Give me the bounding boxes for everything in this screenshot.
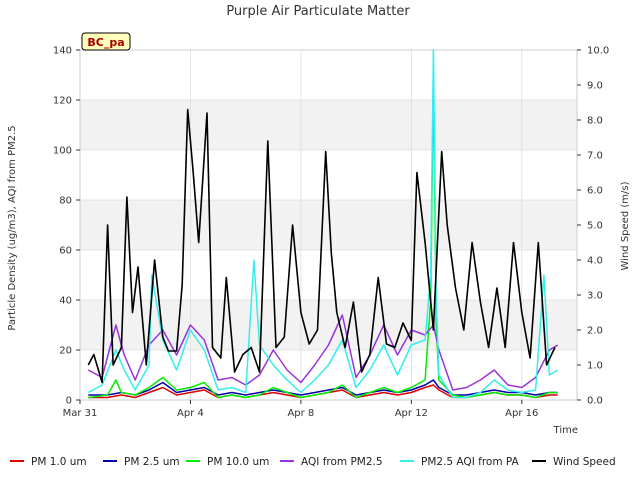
y2-tick-label: 4.0 <box>587 256 603 267</box>
site-label-box <box>81 32 131 51</box>
y2-tick-label: 8.0 <box>587 116 603 127</box>
y2-axis-label: Wind Speed (m/s) <box>620 181 631 270</box>
y-tick-label: 60 <box>59 246 72 257</box>
y2-tick-label: 7.0 <box>587 151 603 162</box>
grid-bands <box>80 100 577 350</box>
grid-band <box>80 100 577 150</box>
chart-title: Purple Air Particulate Matter <box>226 4 410 19</box>
y2-tick-label: 9.0 <box>587 81 603 92</box>
axes: 0 20 40 60 80 100 120 140 0.0 1.0 2.0 3.0 4.0 5.0 6.0 7… <box>53 46 609 420</box>
y-tick-label: 20 <box>59 346 72 357</box>
series-line-wind-speed <box>87 108 556 384</box>
y2-tick-label: 5.0 <box>587 221 603 232</box>
series-layer <box>87 49 559 399</box>
y2-tick-label: 1.0 <box>587 361 603 372</box>
legend-label: PM 2.5 um <box>124 456 180 468</box>
y-axis-label: Particle Density (ug/m3), AQI from PM2.5 <box>7 125 18 330</box>
legend-label: PM2.5 AQI from PA <box>421 456 520 468</box>
y2-tick-label: 6.0 <box>587 186 603 197</box>
legend-label: PM 1.0 um <box>31 456 87 468</box>
y-tick-label: 0 <box>66 396 72 407</box>
y-tick-label: 40 <box>59 296 72 307</box>
y2-tick-label: 2.0 <box>587 326 603 337</box>
x-axis-label: Time <box>553 425 578 436</box>
y-tick-label: 80 <box>59 196 72 207</box>
x-tick-label: Apr 8 <box>287 408 314 419</box>
site-label-badge: BC_pa <box>81 32 131 51</box>
x-tick-label: Apr 16 <box>505 408 538 419</box>
x-tick-label: Apr 4 <box>177 408 204 419</box>
x-tick-label: Mar 31 <box>63 408 98 419</box>
legend-label: Wind Speed <box>553 456 616 468</box>
legend: PM 1.0 um PM 2.5 um PM 10.0 um AQI from PM2… <box>10 456 616 468</box>
y-tick-label: 120 <box>53 96 72 107</box>
y-tick-label: 100 <box>53 146 72 157</box>
y2-tick-label: 0.0 <box>587 396 603 407</box>
legend-label: PM 10.0 um <box>207 456 269 468</box>
y-tick-label: 140 <box>53 46 72 57</box>
site-label-text: BC_pa <box>87 36 124 49</box>
series-line-pm2-5-aqi-from-pa <box>87 49 559 399</box>
series-line-pm-10-0-um <box>88 74 558 399</box>
legend-label: AQI from PM2.5 <box>301 456 383 468</box>
x-tick-label: Apr 12 <box>395 408 428 419</box>
y2-tick-label: 10.0 <box>587 46 609 57</box>
y2-tick-label: 3.0 <box>587 291 603 302</box>
